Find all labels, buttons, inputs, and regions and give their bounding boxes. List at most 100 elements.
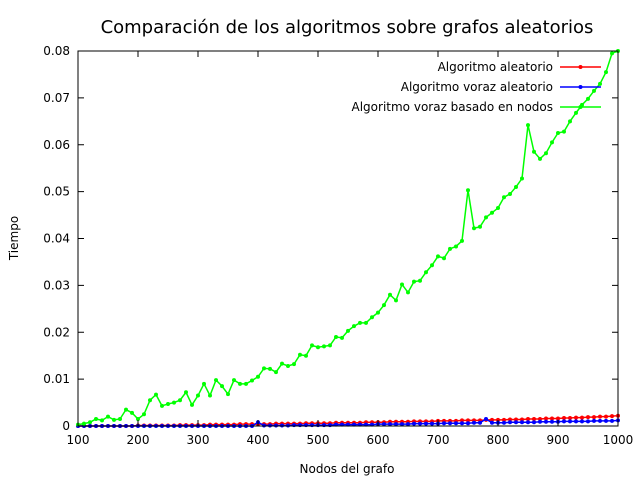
legend-marker-1 <box>578 65 583 69</box>
data-point-s3-25 <box>226 392 230 397</box>
legend-label-2: Algoritmo voraz aleatorio <box>401 80 553 94</box>
data-point-s3-8 <box>124 407 128 412</box>
data-point-s3-89 <box>610 51 614 56</box>
data-point-s2-86 <box>592 418 596 423</box>
data-point-s3-23 <box>214 378 218 383</box>
data-point-s3-76 <box>532 149 536 154</box>
data-point-s2-73 <box>514 420 518 425</box>
axes: 100 200 300 400 500 600 700 800 900 1000 0 0.01 0.02… <box>43 44 633 447</box>
data-point-s3-40 <box>316 345 320 350</box>
x-tick-label: 500 <box>307 433 330 447</box>
legend-marker-2 <box>578 85 583 89</box>
x-tick-label: 300 <box>187 433 210 447</box>
x-tick-label: 1000 <box>603 433 634 447</box>
data-point-s1-70 <box>496 417 500 422</box>
data-point-s3-13 <box>154 392 158 397</box>
data-point-s3-50 <box>376 310 380 315</box>
data-point-s2-66 <box>472 420 476 425</box>
data-point-s3-53 <box>394 298 398 303</box>
data-point-s3-27 <box>238 381 242 386</box>
data-point-s3-86 <box>592 88 596 93</box>
data-point-s2-77 <box>538 419 542 424</box>
data-point-s3-49 <box>370 315 374 320</box>
data-point-s1-73 <box>514 417 518 422</box>
data-point-s2-74 <box>520 420 524 425</box>
data-point-s3-83 <box>574 110 578 115</box>
data-point-s3-17 <box>178 398 182 403</box>
data-point-s2-81 <box>562 419 566 424</box>
data-point-s2-85 <box>586 419 590 424</box>
data-point-s3-10 <box>136 416 140 421</box>
data-point-s3-65 <box>466 188 470 193</box>
data-point-s3-72 <box>508 191 512 196</box>
data-point-s2-69 <box>490 420 494 425</box>
data-point-s3-5 <box>106 414 110 419</box>
data-point-s1-76 <box>532 416 536 421</box>
data-point-s2-62 <box>448 421 452 426</box>
data-point-s3-60 <box>436 254 440 259</box>
data-point-s1-64 <box>460 418 464 423</box>
data-point-s2-89 <box>610 418 614 423</box>
y-tick-label: 0.02 <box>43 325 70 339</box>
legend-marker-3 <box>578 105 583 109</box>
x-tick-label: 400 <box>247 433 270 447</box>
data-point-s3-79 <box>550 140 554 145</box>
data-point-s3-7 <box>118 416 122 421</box>
data-point-s3-47 <box>358 320 362 325</box>
data-point-s2-76 <box>532 420 536 425</box>
data-point-s1-87 <box>598 414 602 419</box>
data-point-s3-15 <box>166 401 170 406</box>
data-point-s2-56 <box>412 421 416 426</box>
data-point-s3-9 <box>130 410 134 415</box>
data-point-s1-65 <box>466 418 470 423</box>
data-point-s2-72 <box>508 420 512 425</box>
data-point-s3-87 <box>598 81 602 86</box>
data-point-s3-12 <box>148 398 152 403</box>
data-point-s2-54 <box>400 422 404 427</box>
data-point-s3-16 <box>172 400 176 405</box>
data-point-s3-30 <box>256 374 260 379</box>
data-point-s3-41 <box>322 344 326 349</box>
data-point-s3-44 <box>340 335 344 340</box>
data-point-s2-82 <box>568 419 572 424</box>
data-point-s3-1 <box>82 421 86 426</box>
data-point-s2-87 <box>598 418 602 423</box>
data-point-s3-54 <box>400 282 404 287</box>
data-point-s3-31 <box>262 366 266 371</box>
data-point-s2-75 <box>526 420 530 425</box>
x-tick-label: 200 <box>127 433 150 447</box>
data-point-s2-83 <box>574 419 578 424</box>
y-tick-label: 0.03 <box>43 278 70 292</box>
data-point-s1-81 <box>562 416 566 421</box>
data-point-s3-88 <box>604 70 608 75</box>
data-point-s3-66 <box>472 226 476 231</box>
data-point-s1-72 <box>508 417 512 422</box>
data-point-s3-6 <box>112 417 116 422</box>
data-point-s3-39 <box>310 343 314 348</box>
data-point-s3-71 <box>502 195 506 200</box>
y-tick-label: 0.05 <box>43 185 70 199</box>
y-tick-label: 0.01 <box>43 372 70 386</box>
data-point-s3-74 <box>520 176 524 181</box>
data-point-s3-61 <box>442 256 446 261</box>
data-point-s3-46 <box>352 324 356 329</box>
data-point-s2-84 <box>580 419 584 424</box>
data-point-s3-63 <box>454 244 458 249</box>
data-point-s3-4 <box>100 418 104 423</box>
data-point-s2-64 <box>460 421 464 426</box>
data-point-s1-88 <box>604 414 608 419</box>
legend: Algoritmo aleatorio Algoritmo voraz aleat… <box>352 60 601 114</box>
data-point-s3-2 <box>88 420 92 425</box>
data-point-s3-59 <box>430 263 434 268</box>
y-tick-label: 0.06 <box>43 138 70 152</box>
data-point-s3-64 <box>460 238 464 243</box>
data-point-s3-77 <box>538 156 542 161</box>
data-point-s3-70 <box>496 206 500 211</box>
data-point-s3-58 <box>424 270 428 275</box>
data-point-s3-57 <box>418 278 422 283</box>
data-point-s1-69 <box>490 417 494 422</box>
y-tick-label: 0.07 <box>43 91 70 105</box>
x-axis-label: Nodos del grafo <box>300 462 395 476</box>
data-point-s3-3 <box>94 416 98 421</box>
